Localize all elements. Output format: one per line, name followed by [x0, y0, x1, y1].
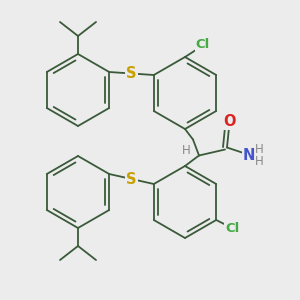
Text: O: O — [223, 114, 235, 129]
Text: S: S — [126, 66, 137, 81]
Text: H: H — [255, 155, 263, 168]
Text: H: H — [255, 143, 263, 156]
Text: H: H — [182, 144, 191, 157]
Text: Cl: Cl — [196, 38, 210, 52]
Text: N: N — [243, 148, 255, 163]
Text: Cl: Cl — [225, 221, 239, 235]
Text: S: S — [126, 172, 137, 187]
